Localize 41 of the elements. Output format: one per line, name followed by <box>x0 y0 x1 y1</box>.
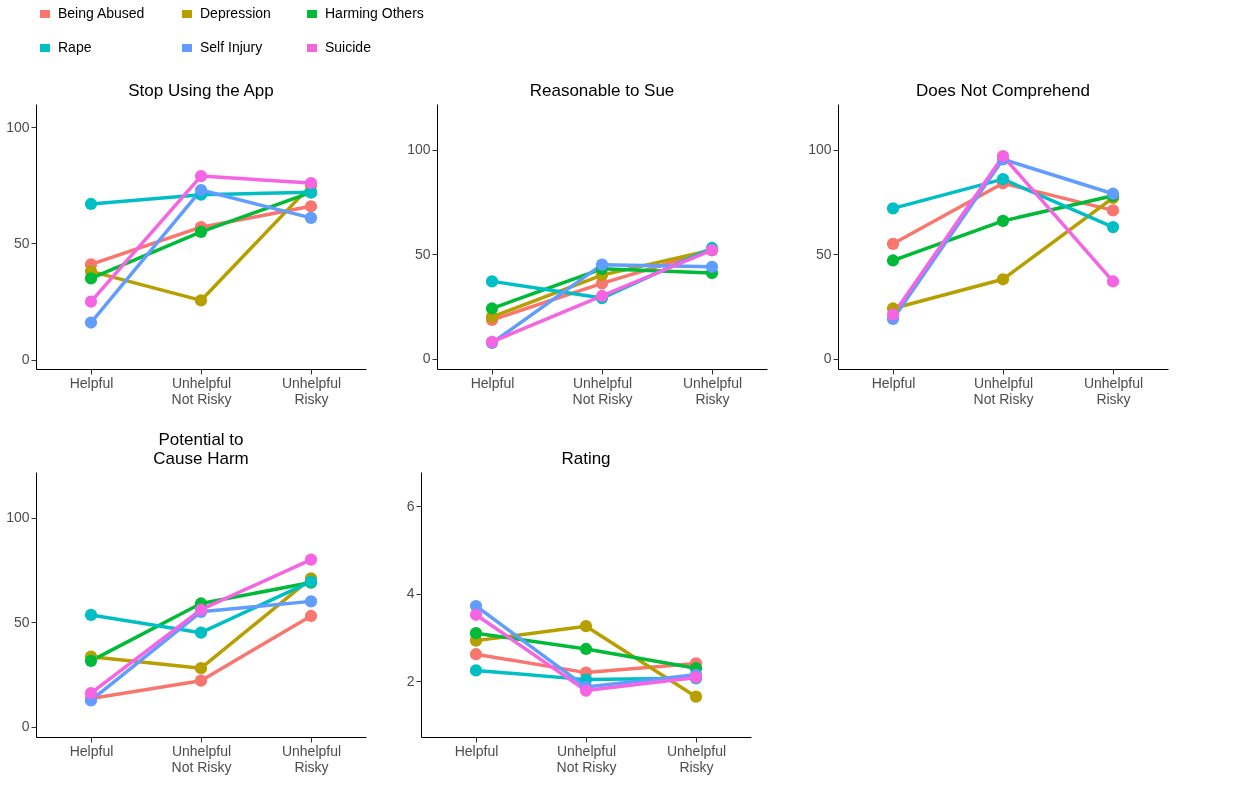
x-tick-label: Unhelpful Risky <box>281 374 342 407</box>
y-tick-label: 0 <box>422 350 431 367</box>
y-tick-label: 50 <box>815 245 832 262</box>
y-tick-label: 100 <box>6 118 30 135</box>
x-tick-label: Helpful <box>454 742 499 759</box>
x-tick-label: Unhelpful Not Risky <box>171 742 232 775</box>
y-tick-label: 100 <box>808 141 832 158</box>
legend-label: Suicide <box>325 39 372 55</box>
y-tick-label: 50 <box>414 245 431 262</box>
chart-title: Rating <box>561 449 611 468</box>
chart-title: Potential to Cause Harm <box>153 430 249 468</box>
chart-title: Reasonable to Sue <box>529 81 675 100</box>
y-tick-label: 0 <box>21 351 30 368</box>
y-tick-label: 50 <box>13 234 30 251</box>
y-tick-label: 100 <box>6 509 30 526</box>
legend-label: Rape <box>58 39 92 55</box>
y-tick-label: 50 <box>13 613 30 630</box>
x-tick-label: Unhelpful Not Risky <box>572 374 633 407</box>
x-tick-label: Helpful <box>871 374 916 391</box>
x-tick-label: Helpful <box>69 374 114 391</box>
legend-label: Being Abused <box>58 5 145 21</box>
y-tick-label: 100 <box>407 141 431 158</box>
legend-label: Harming Others <box>325 5 424 21</box>
x-tick-label: Helpful <box>470 374 515 391</box>
x-tick-label: Unhelpful Risky <box>682 374 743 407</box>
x-tick-label: Helpful <box>69 742 114 759</box>
chart-title: Stop Using the App <box>128 81 274 100</box>
x-tick-label: Unhelpful Not Risky <box>973 374 1034 407</box>
x-tick-label: Unhelpful Not Risky <box>171 374 232 407</box>
x-tick-label: Unhelpful Risky <box>666 742 727 775</box>
chart-title: Does Not Comprehend <box>916 81 1090 100</box>
y-tick-label: 0 <box>823 350 832 367</box>
y-tick-label: 6 <box>406 497 415 514</box>
y-tick-label: 0 <box>21 718 30 735</box>
x-tick-label: Unhelpful Risky <box>1083 374 1144 407</box>
legend-label: Self Injury <box>200 39 263 55</box>
x-tick-label: Unhelpful Not Risky <box>556 742 617 775</box>
x-tick-label: Unhelpful Risky <box>281 742 342 775</box>
legend-label: Depression <box>200 5 271 21</box>
y-tick-label: 2 <box>406 672 415 689</box>
y-tick-label: 4 <box>406 585 415 602</box>
